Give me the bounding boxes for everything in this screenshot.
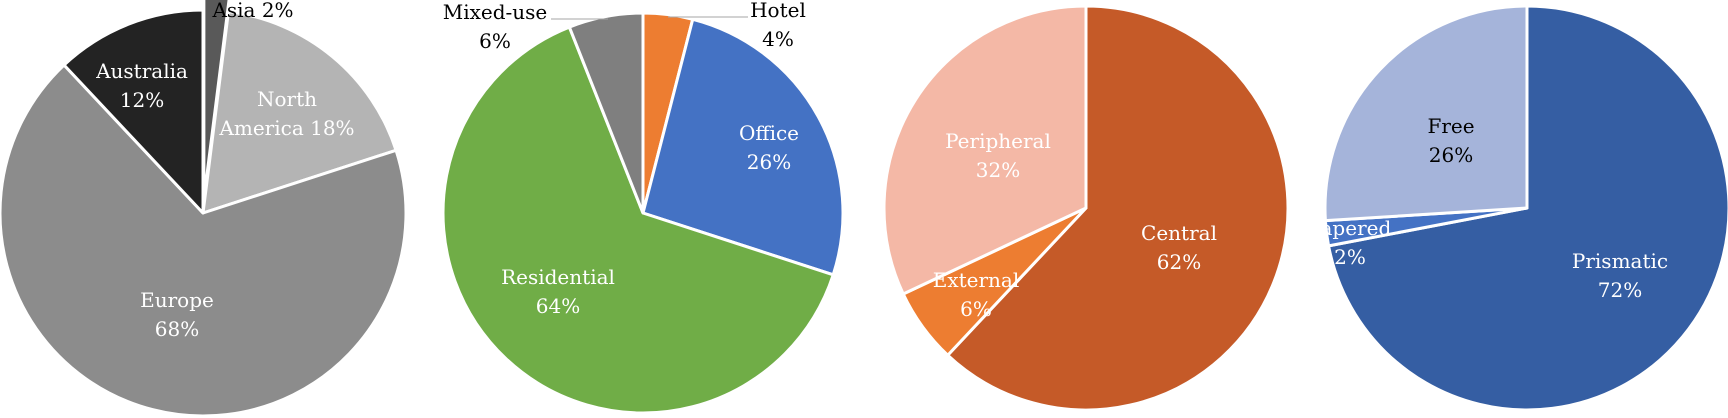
pie-chart-4: Prismatic 72% Tapered 2% Free 26% [1309,4,1728,412]
data-label-office: Office 26% [739,121,799,174]
data-label-line: 6% [479,29,511,53]
data-label-line: Central [1141,221,1217,245]
data-label-line: Tapered [1309,216,1392,240]
data-label-line: 12% [120,88,164,112]
data-label-line: Residential [501,265,615,289]
pie-slice-central [946,4,1290,412]
pie-slice-residential [441,25,835,415]
data-label-tapered: Tapered 2% [1309,216,1392,269]
data-label-mixed-use: Mixed-use 6% [443,0,548,53]
pie-slice-europe [0,63,408,418]
data-label-europe: Europe 68% [140,288,214,341]
pie-slice-free [1323,4,1529,223]
pie-chart-2: Hotel 4% Office 26% Residential 64% Mixed-use 6… [441,0,845,415]
data-label-line: 2% [1334,245,1366,269]
data-label-line: Office [739,121,799,145]
data-label-line: Hotel [750,0,806,22]
data-label-hotel: Hotel 4% [750,0,806,51]
data-label-line: Asia 2% [211,0,293,22]
data-label-line: Peripheral [945,129,1051,153]
data-label-prismatic: Prismatic 72% [1572,249,1668,302]
pie-slice-peripheral [882,4,1088,296]
data-label-line: 26% [1429,143,1473,167]
pie-chart-3: Central 62% External 6% Peripheral 32% [882,4,1290,412]
pie-slice-mixed-use [567,11,645,215]
data-label-line: 4% [762,27,794,51]
data-label-line: Europe [140,288,214,312]
pie-chart-1: Asia 2% North America 18% Europe 68% Australi… [0,0,408,418]
data-label-line: 64% [536,294,580,318]
pie-slice-north-america [201,10,398,215]
data-label-north-america: North America 18% [218,87,354,140]
data-label-asia: Asia 2% [211,0,293,22]
pie-slice-australia [62,8,205,215]
data-label-line: 26% [747,150,791,174]
data-label-residential: Residential 64% [501,265,615,318]
data-label-line: 32% [976,158,1020,182]
data-label-line: America 18% [218,116,354,140]
data-label-free: Free 26% [1427,114,1474,167]
data-label-line: Prismatic [1572,249,1668,273]
data-label-central: Central 62% [1141,221,1217,274]
data-label-peripheral: Peripheral 32% [945,129,1051,182]
data-label-line: Australia [95,59,188,83]
data-label-line: 6% [960,297,992,321]
pie-slice-asia [202,0,231,201]
pie-slice-office [641,17,845,277]
data-label-line: Free [1427,114,1474,138]
data-label-external: External 6% [933,268,1020,321]
data-label-australia: Australia 12% [95,59,188,112]
data-label-line: 68% [155,317,199,341]
data-label-line: 62% [1157,250,1201,274]
data-label-line: Mixed-use [443,0,548,24]
data-label-line: 72% [1598,278,1642,302]
data-label-line: External [933,268,1020,292]
data-label-line: North [257,87,317,111]
